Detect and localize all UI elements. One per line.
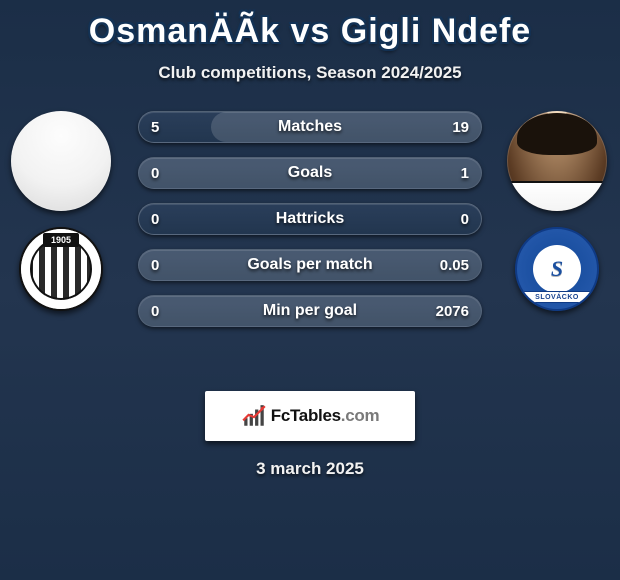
stat-row: 5 Matches 19 (138, 111, 482, 143)
stat-row-fill (211, 112, 481, 142)
badge-monogram: S (551, 256, 563, 282)
stat-label: Goals per match (247, 256, 372, 274)
date-label: 3 march 2025 (0, 459, 620, 479)
badge-ribbon: SLOVÁCKO (520, 291, 594, 303)
chart-icon (241, 403, 267, 429)
right-club-badge: S SLOVÁCKO (515, 227, 599, 311)
stat-right-value: 1 (461, 158, 469, 188)
stat-right-value: 2076 (436, 296, 469, 326)
stat-right-value: 0.05 (440, 250, 469, 280)
badge-year: 1905 (43, 233, 79, 247)
stat-row: 0 Goals 1 (138, 157, 482, 189)
stat-label: Goals (288, 164, 332, 182)
stat-rows: 5 Matches 19 0 Goals 1 0 Hattricks 0 0 Goals per m… (138, 111, 482, 327)
watermark-domain: .com (341, 406, 379, 425)
watermark-brand: FcTables (271, 406, 341, 425)
stat-left-value: 0 (151, 158, 159, 188)
page-title: OsmanÄÃ­k vs Gigli Ndefe (0, 0, 620, 51)
watermark-text: FcTables.com (271, 406, 380, 426)
stat-left-value: 0 (151, 296, 159, 326)
right-player-avatar (507, 111, 607, 211)
stat-row: 0 Min per goal 2076 (138, 295, 482, 327)
stat-label: Matches (278, 118, 342, 136)
stat-left-value: 0 (151, 204, 159, 234)
stat-label: Hattricks (276, 210, 344, 228)
badge-inner: S (533, 245, 581, 293)
stat-row: 0 Hattricks 0 (138, 203, 482, 235)
stat-left-value: 5 (151, 112, 159, 142)
stat-right-value: 0 (461, 204, 469, 234)
stat-row: 0 Goals per match 0.05 (138, 249, 482, 281)
stat-left-value: 0 (151, 250, 159, 280)
left-player-avatar (11, 111, 111, 211)
left-player-column: 1905 (6, 111, 116, 311)
left-club-badge: 1905 (19, 227, 103, 311)
subtitle: Club competitions, Season 2024/2025 (0, 63, 620, 83)
watermark: FcTables.com (205, 391, 415, 441)
comparison-stage: 1905 S SLOVÁCKO 5 Matches 19 0 Goals 1 0 Hattri… (0, 111, 620, 371)
stat-label: Min per goal (263, 302, 357, 320)
right-player-column: S SLOVÁCKO (502, 111, 612, 311)
stat-right-value: 19 (452, 112, 469, 142)
